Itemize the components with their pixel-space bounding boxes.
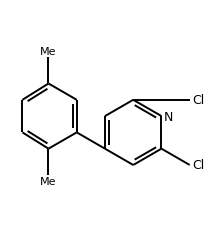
Text: N: N [164,110,173,123]
Text: Cl: Cl [192,94,204,107]
Text: Me: Me [40,47,57,57]
Text: Me: Me [40,176,57,186]
Text: Cl: Cl [192,159,204,172]
